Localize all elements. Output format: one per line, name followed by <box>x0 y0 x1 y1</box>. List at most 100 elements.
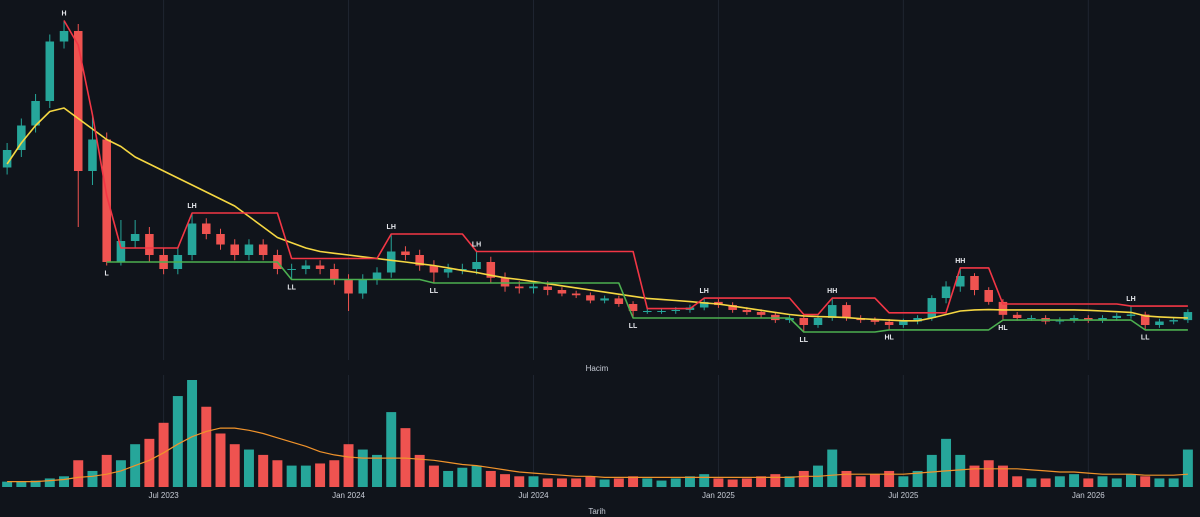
volume-bar <box>727 479 738 487</box>
volume-bar <box>1182 449 1193 487</box>
volume-bar <box>329 460 340 487</box>
candle-body <box>1169 320 1178 322</box>
swing-label: LL <box>629 323 638 330</box>
volume-bar <box>869 474 880 487</box>
candle-body <box>657 311 666 312</box>
volume-bar <box>115 460 126 487</box>
volume-bar <box>670 478 681 487</box>
candle-body <box>614 298 624 304</box>
candle-body <box>827 305 837 318</box>
candle-body <box>870 320 880 322</box>
volume-bar <box>1111 478 1122 487</box>
volume-title: Hacim <box>586 364 609 373</box>
volume-bar <box>841 470 852 487</box>
candle-body <box>1084 318 1093 321</box>
candle-body <box>130 234 140 241</box>
candle-body <box>1098 318 1107 321</box>
indicator-line <box>6 107 1188 322</box>
candle-body <box>230 244 239 255</box>
volume-bar <box>983 460 994 487</box>
candle-body <box>116 241 126 262</box>
volume-bar <box>44 478 55 487</box>
candle-body <box>315 265 325 269</box>
candle-body <box>628 304 638 311</box>
volume-bar <box>997 465 1008 487</box>
swing-label: LH <box>1126 296 1135 303</box>
volume-bar <box>343 444 354 487</box>
swing-label: LH <box>187 203 196 210</box>
candle-body <box>1183 312 1193 321</box>
candle-body <box>244 244 254 255</box>
candle-body <box>998 301 1008 315</box>
candle-body <box>31 101 40 126</box>
candle-body <box>728 305 737 310</box>
candle-body <box>59 31 69 42</box>
volume-bar <box>855 476 866 487</box>
volume-bar <box>1083 478 1094 487</box>
candle-body <box>415 255 424 266</box>
candle-body <box>557 290 567 294</box>
swing-label: LL <box>287 284 296 291</box>
candle-body <box>429 265 439 273</box>
volume-bar <box>926 454 937 487</box>
volume-bar <box>357 449 368 487</box>
volume-bar <box>59 476 69 487</box>
candle-body <box>1140 314 1150 325</box>
volume-bar <box>1168 478 1179 487</box>
volume-bar <box>770 474 781 487</box>
candle-body <box>586 295 595 301</box>
volume-bar <box>87 470 98 487</box>
volume-bar <box>158 422 169 487</box>
volume-bar <box>941 438 952 487</box>
volume-bar <box>443 470 454 487</box>
volume-bar <box>756 476 767 487</box>
volume-bar <box>272 460 283 487</box>
candle-body <box>1069 318 1079 321</box>
candle-body <box>500 277 510 287</box>
candle-body <box>344 279 353 294</box>
volume-bar <box>514 476 525 487</box>
candle-body <box>643 311 652 312</box>
candle-body <box>330 269 339 280</box>
swing-label: LH <box>472 241 481 248</box>
swing-label: HH <box>955 258 965 265</box>
indicator-line <box>63 20 1188 316</box>
candle-body <box>742 309 752 313</box>
volume-bar <box>101 454 112 487</box>
volume-bar <box>628 476 639 487</box>
volume-bar <box>428 465 439 487</box>
candle-body <box>372 272 382 280</box>
volume-bar <box>1140 476 1151 487</box>
candle-body <box>45 41 55 101</box>
candle-body <box>1027 318 1036 319</box>
volume-bar <box>542 478 553 487</box>
x-tick-label: Jul 2024 <box>518 491 549 500</box>
volume-bar <box>827 449 838 487</box>
volume-bar <box>215 433 226 487</box>
volume-bar <box>1054 476 1065 487</box>
candle-body <box>956 276 965 287</box>
candle-body <box>102 139 111 262</box>
volume-bar <box>599 479 610 487</box>
volume-bar <box>414 454 425 487</box>
candle-body <box>571 293 581 296</box>
volume-bar <box>1040 478 1051 487</box>
candle-body <box>927 298 937 318</box>
candle-body <box>486 262 496 278</box>
volume-bar <box>286 465 297 487</box>
volume-bar <box>713 478 724 487</box>
volume-bar <box>898 476 909 487</box>
volume-bar <box>684 476 695 487</box>
volume-bar <box>528 476 539 487</box>
swing-label: LH <box>700 288 709 295</box>
volume-bar <box>884 470 895 487</box>
candle-body <box>73 31 83 171</box>
candle-body <box>287 269 296 270</box>
candle-body <box>1155 321 1164 325</box>
volume-bar <box>1012 476 1023 487</box>
candle-body <box>799 318 809 325</box>
x-tick-label: Jul 2023 <box>148 491 179 500</box>
candle-body <box>984 290 993 302</box>
